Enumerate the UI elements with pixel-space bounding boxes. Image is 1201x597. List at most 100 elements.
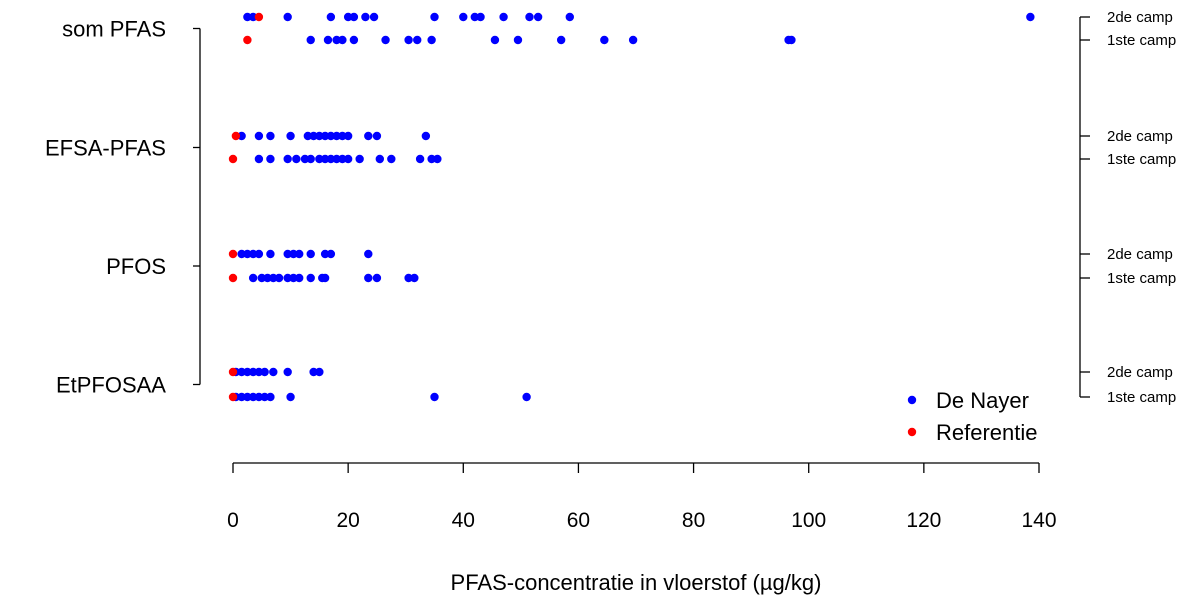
data-point-de-nayer <box>286 392 295 402</box>
data-point-de-nayer <box>430 392 439 402</box>
data-point-de-nayer <box>263 273 272 283</box>
x-axis: 0 20 40 60 80 100 120 140 <box>227 462 1057 532</box>
data-point-de-nayer <box>343 131 353 141</box>
legend: De Nayer Referentie <box>907 388 1038 445</box>
data-point-de-nayer <box>787 35 796 45</box>
campaign-label: 2de camp <box>1107 246 1173 263</box>
data-point-de-nayer <box>332 35 341 45</box>
data-point-de-nayer <box>381 35 390 45</box>
data-point-de-nayer <box>289 249 298 259</box>
data-point-de-nayer <box>332 154 341 164</box>
data-point-de-nayer <box>364 249 373 259</box>
data-point-de-nayer <box>349 35 359 45</box>
data-point-de-nayer <box>556 35 566 45</box>
data-point-de-nayer <box>306 273 315 283</box>
data-point-de-nayer <box>283 12 292 22</box>
data-point-de-nayer <box>326 12 336 22</box>
category-label: EFSA-PFAS <box>45 136 166 161</box>
data-points <box>228 12 1035 402</box>
data-point-de-nayer <box>320 154 330 164</box>
data-point-de-nayer <box>248 273 258 283</box>
data-point-de-nayer <box>338 35 347 45</box>
data-point-de-nayer <box>490 35 500 45</box>
data-point-de-nayer <box>404 273 413 283</box>
data-point-de-nayer <box>600 35 609 45</box>
data-point-de-nayer <box>628 35 638 45</box>
data-point-referentie <box>228 392 238 402</box>
right-campaign-axis: 2de camp 1ste camp 2de camp 1ste camp 2de ca… <box>1079 9 1176 406</box>
data-point-de-nayer <box>243 12 252 22</box>
data-point-de-nayer <box>525 12 534 22</box>
x-tick-label: 120 <box>906 509 941 532</box>
data-point-de-nayer <box>522 392 531 402</box>
data-point-de-nayer <box>257 273 266 283</box>
campaign-label: 1ste camp <box>1107 270 1176 287</box>
data-point-de-nayer <box>533 12 543 22</box>
x-tick-label: 60 <box>567 509 590 532</box>
data-point-de-nayer <box>364 131 373 141</box>
data-point-de-nayer <box>254 131 264 141</box>
data-point-de-nayer <box>254 367 264 377</box>
data-point-de-nayer <box>413 35 422 45</box>
data-point-referentie <box>228 273 238 283</box>
data-point-de-nayer <box>243 392 252 402</box>
data-point-de-nayer <box>248 367 258 377</box>
legend-marker <box>907 395 917 405</box>
data-point-de-nayer <box>320 249 330 259</box>
data-point-de-nayer <box>343 154 353 164</box>
category-label: PFOS <box>106 254 166 279</box>
data-point-de-nayer <box>283 273 292 283</box>
data-point-de-nayer <box>315 131 324 141</box>
data-point-de-nayer <box>372 273 382 283</box>
data-point-de-nayer <box>306 35 315 45</box>
data-point-de-nayer <box>303 131 313 141</box>
data-point-de-nayer <box>315 154 324 164</box>
campaign-label: 2de camp <box>1107 364 1173 381</box>
x-tick-label: 140 <box>1021 509 1056 532</box>
legend-marker <box>907 427 917 437</box>
data-point-de-nayer <box>326 249 336 259</box>
data-point-de-nayer <box>404 35 413 45</box>
data-point-de-nayer <box>274 273 284 283</box>
data-point-de-nayer <box>421 131 431 141</box>
data-point-de-nayer <box>349 12 359 22</box>
data-point-referentie <box>254 12 264 22</box>
data-point-de-nayer <box>433 154 442 164</box>
campaign-label: 1ste camp <box>1107 151 1176 168</box>
data-point-de-nayer <box>372 131 382 141</box>
data-point-de-nayer <box>254 154 264 164</box>
data-point-de-nayer <box>476 12 485 22</box>
data-point-de-nayer <box>306 154 315 164</box>
data-point-de-nayer <box>338 154 347 164</box>
category-label: som PFAS <box>62 17 166 42</box>
data-point-de-nayer <box>343 12 353 22</box>
data-point-de-nayer <box>320 273 330 283</box>
data-point-de-nayer <box>289 273 298 283</box>
data-point-de-nayer <box>338 131 347 141</box>
legend-label: De Nayer <box>936 388 1029 413</box>
data-point-de-nayer <box>427 154 436 164</box>
data-point-de-nayer <box>237 249 246 259</box>
data-point-de-nayer <box>243 367 252 377</box>
data-point-de-nayer <box>266 154 275 164</box>
data-point-de-nayer <box>269 273 278 283</box>
data-point-de-nayer <box>355 154 364 164</box>
x-axis-label: PFAS-concentratie in vloerstof (µg/kg) <box>451 570 822 595</box>
left-category-axis: som PFAS EFSA-PFAS PFOS EtPFOSAA <box>45 17 201 398</box>
data-point-de-nayer <box>260 392 269 402</box>
data-point-de-nayer <box>266 249 275 259</box>
campaign-label: 2de camp <box>1107 9 1173 26</box>
data-point-de-nayer <box>430 12 439 22</box>
data-point-de-nayer <box>565 12 574 22</box>
data-point-de-nayer <box>410 273 419 283</box>
data-point-de-nayer <box>283 367 292 377</box>
data-point-de-nayer <box>248 392 258 402</box>
data-point-de-nayer <box>323 35 333 45</box>
campaign-label: 1ste camp <box>1107 32 1176 49</box>
data-point-de-nayer <box>309 131 318 141</box>
x-tick-label: 80 <box>682 509 705 532</box>
data-point-de-nayer <box>283 249 292 259</box>
data-point-de-nayer <box>248 249 258 259</box>
data-point-de-nayer <box>320 131 330 141</box>
